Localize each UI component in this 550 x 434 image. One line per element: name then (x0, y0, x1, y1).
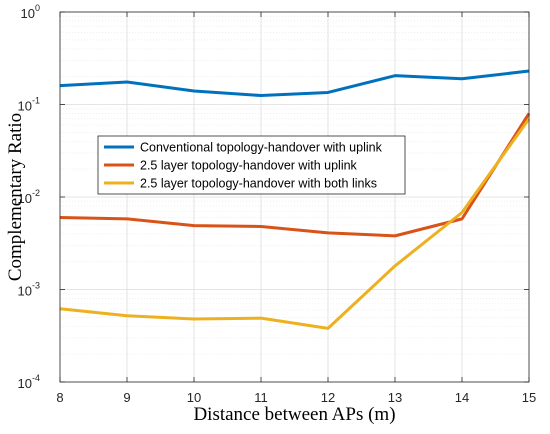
y-tick-label: 10-4 (18, 373, 40, 391)
x-axis-label: Distance between APs (m) (193, 404, 395, 425)
x-tick-label: 12 (321, 390, 335, 405)
series-line-3 (59, 117, 531, 330)
grid (59, 11, 530, 383)
legend-label: Conventional topology-handover with upli… (140, 141, 383, 155)
series-line-1 (59, 69, 530, 98)
legend-label: 2.5 layer topology-handover with both li… (140, 177, 377, 191)
y-tick-label: 10-3 (18, 281, 40, 299)
x-tick-label: 11 (254, 390, 268, 405)
y-tick-label: 10-1 (18, 96, 40, 114)
series-layer (59, 69, 531, 330)
legend-label: 2.5 layer topology-handover with uplink (140, 159, 358, 173)
x-tick-label: 10 (187, 390, 201, 405)
legend: Conventional topology-handover with upli… (97, 135, 406, 195)
y-axis-label: Complementary Ratio (5, 113, 26, 281)
x-tick-label: 9 (123, 390, 130, 405)
x-tick-label: 14 (455, 390, 469, 405)
x-tick-label: 13 (388, 390, 402, 405)
y-tick-label: 100 (21, 3, 40, 21)
x-tick-label: 8 (56, 390, 63, 405)
x-tick-label: 15 (522, 390, 536, 405)
legend-box (97, 135, 406, 195)
